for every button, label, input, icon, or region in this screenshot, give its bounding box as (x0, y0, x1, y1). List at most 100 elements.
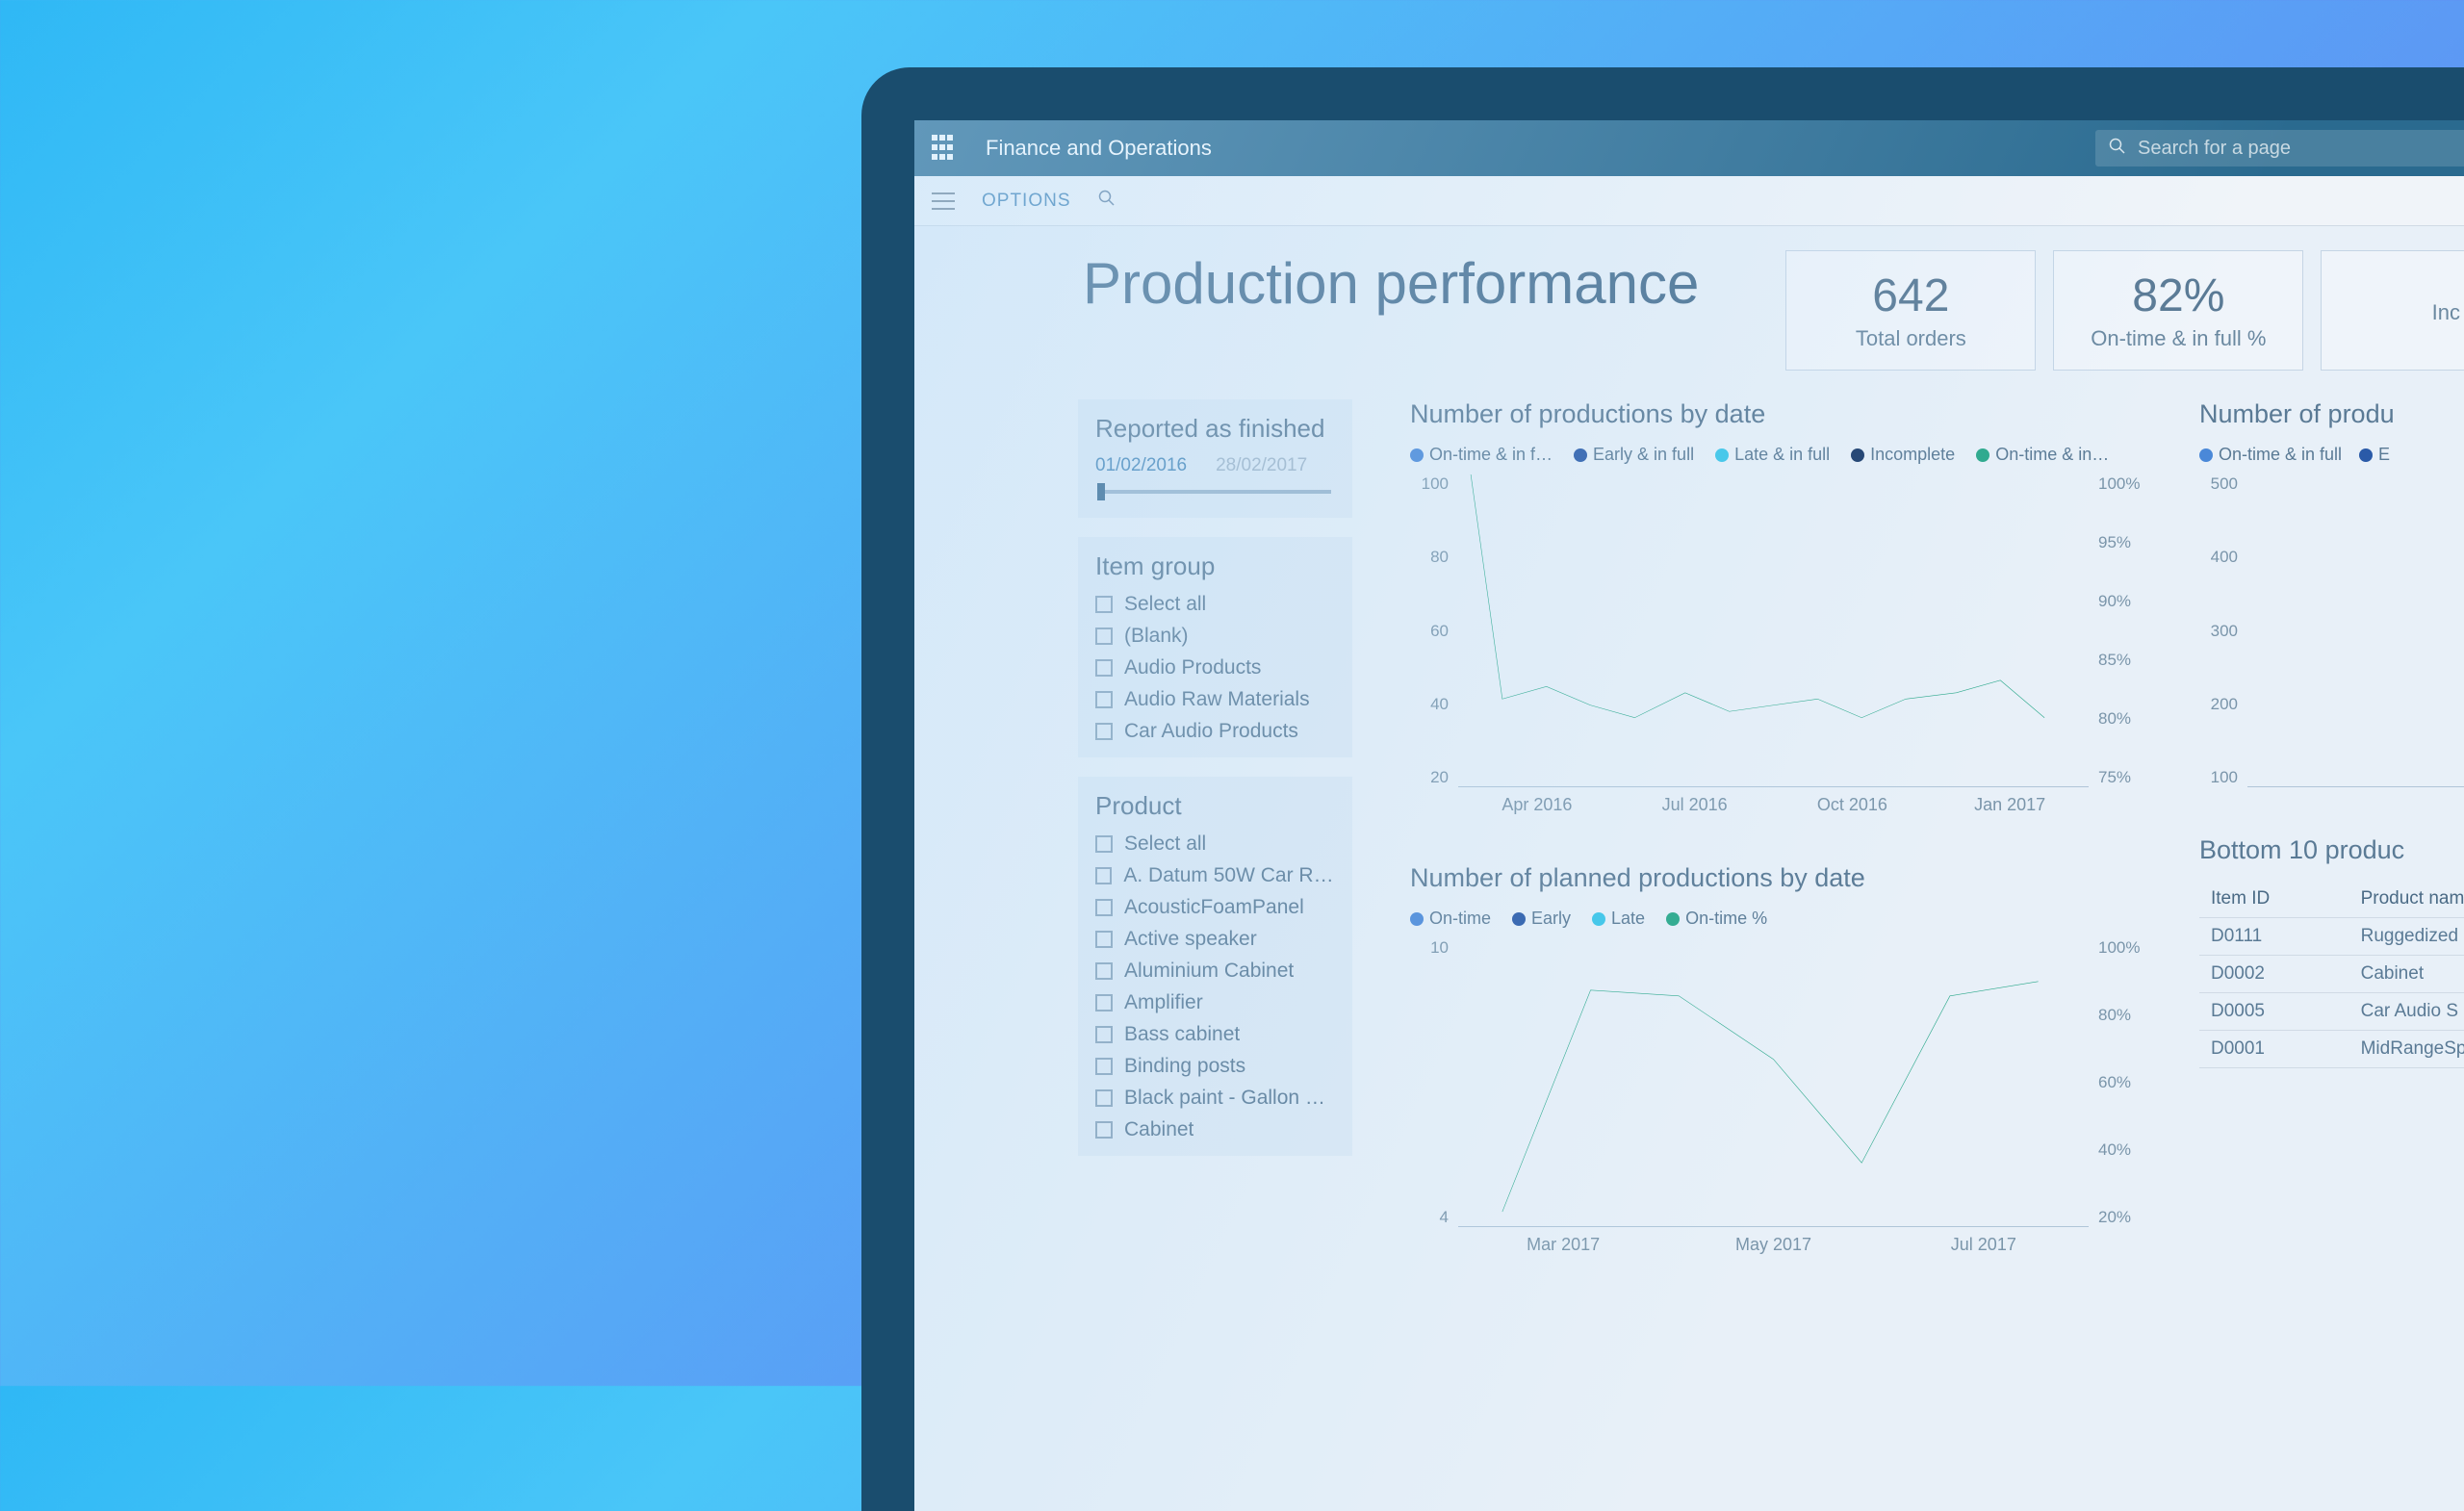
checkbox-item[interactable]: Active speaker (1095, 928, 1335, 951)
chart-title: Number of planned productions by date (1410, 863, 2142, 893)
axis-tick: 75% (2098, 768, 2131, 787)
checkbox-label: Active speaker (1124, 928, 1257, 951)
hamburger-icon[interactable] (932, 192, 955, 210)
legend-item[interactable]: On-time & in… (1976, 445, 2109, 465)
checkbox-icon[interactable] (1095, 994, 1113, 1012)
axis-tick: 100% (2098, 474, 2140, 494)
legend-item[interactable]: Incomplete (1851, 445, 1955, 465)
legend-item[interactable]: Early (1512, 909, 1571, 929)
kpi-card[interactable]: 642Total orders (1785, 250, 2036, 371)
legend-item[interactable]: On-time & in full (2199, 445, 2342, 465)
checkbox-item[interactable]: A. Datum 50W Car Ra… (1095, 864, 1335, 887)
chart-productions-by-date: Number of productions by date On-time & … (1410, 399, 2142, 815)
right-column: Number of produ On-time & in fullE 50040… (2199, 399, 2464, 1255)
search-icon[interactable] (1098, 190, 1116, 212)
checkbox-icon[interactable] (1095, 723, 1113, 740)
checkbox-label: Binding posts (1124, 1055, 1245, 1078)
date-slider[interactable] (1099, 490, 1331, 494)
checkbox-icon[interactable] (1095, 596, 1113, 613)
filter-title: Reported as finished (1095, 414, 1335, 444)
legend-item[interactable]: Late & in full (1715, 445, 1830, 465)
checkbox-item[interactable]: Black paint - Gallon c… (1095, 1087, 1335, 1110)
legend-item[interactable]: On-time (1410, 909, 1491, 929)
checkbox-item[interactable]: Amplifier (1095, 991, 1335, 1014)
table-header[interactable]: Item ID (2199, 881, 2349, 918)
checkbox-icon[interactable] (1095, 835, 1113, 853)
charts-column: Number of productions by date On-time & … (1410, 399, 2142, 1255)
date-end[interactable]: 28/02/2017 (1216, 455, 1307, 476)
checkbox-icon[interactable] (1095, 1089, 1113, 1107)
checkbox-item[interactable]: Aluminium Cabinet (1095, 960, 1335, 983)
legend-item[interactable]: On-time & in f… (1410, 445, 1553, 465)
legend-dot-icon (2199, 448, 2213, 462)
legend-item[interactable]: Early & in full (1574, 445, 1694, 465)
checkbox-label: (Blank) (1124, 625, 1189, 648)
checkbox-item[interactable]: Cabinet (1095, 1118, 1335, 1141)
checkbox-icon[interactable] (1095, 1058, 1113, 1075)
checkbox-icon[interactable] (1095, 1121, 1113, 1139)
legend-dot-icon (1410, 912, 1424, 926)
table-cell: MidRangeSp (2349, 1031, 2464, 1068)
kpi-card[interactable]: 82%On-time & in full % (2053, 250, 2303, 371)
checkbox-icon[interactable] (1095, 627, 1113, 645)
checkbox-label: Audio Products (1124, 656, 1261, 679)
checkbox-item[interactable]: AcousticFoamPanel (1095, 896, 1335, 919)
table-header[interactable]: Product nam (2349, 881, 2464, 918)
legend-label: On-time & in f… (1429, 445, 1553, 465)
checkbox-icon[interactable] (1095, 962, 1113, 980)
checkbox-icon[interactable] (1095, 691, 1113, 708)
axis-tick: 60 (1430, 622, 1449, 641)
chart-planned-productions: Number of planned productions by date On… (1410, 863, 2142, 1255)
axis-tick: 500 (2211, 474, 2238, 494)
reported-filter: Reported as finished 01/02/2016 28/02/20… (1078, 399, 1352, 518)
table-row[interactable]: D0001MidRangeSp (2199, 1031, 2464, 1068)
search-box[interactable] (2095, 130, 2464, 166)
x-tick: Oct 2016 (1774, 795, 1932, 815)
axis-tick: 100% (2098, 938, 2140, 958)
app-launcher-icon[interactable] (932, 135, 959, 162)
checkbox-item[interactable]: Binding posts (1095, 1055, 1335, 1078)
legend-label: Incomplete (1870, 445, 1955, 465)
checkbox-item[interactable]: Car Audio Products (1095, 720, 1335, 743)
checkbox-icon[interactable] (1095, 931, 1113, 948)
x-tick: Jul 2016 (1616, 795, 1774, 815)
table-row[interactable]: D0005Car Audio S (2199, 993, 2464, 1031)
checkbox-item[interactable]: Select all (1095, 593, 1335, 616)
legend-label: Late (1611, 909, 1645, 929)
axis-tick: 40% (2098, 1140, 2131, 1160)
legend-dot-icon (1851, 448, 1864, 462)
app-title: Finance and Operations (986, 136, 1212, 161)
checkbox-item[interactable]: Select all (1095, 832, 1335, 856)
checkbox-label: Select all (1124, 832, 1206, 856)
legend-item[interactable]: Late (1592, 909, 1645, 929)
legend-dot-icon (1592, 912, 1605, 926)
checkbox-item[interactable]: Audio Raw Materials (1095, 688, 1335, 711)
legend-item[interactable]: On-time % (1666, 909, 1767, 929)
checkbox-icon[interactable] (1095, 659, 1113, 677)
table-cell: Cabinet (2349, 956, 2464, 993)
checkbox-icon[interactable] (1095, 899, 1113, 916)
checkbox-item[interactable]: Audio Products (1095, 656, 1335, 679)
checkbox-icon[interactable] (1095, 867, 1112, 884)
x-tick: Apr 2016 (1458, 795, 1616, 815)
checkbox-label: A. Datum 50W Car Ra… (1123, 864, 1335, 887)
options-button[interactable]: OPTIONS (982, 191, 1071, 212)
date-start[interactable]: 01/02/2016 (1095, 455, 1187, 476)
table-row[interactable]: D0111Ruggedized (2199, 918, 2464, 956)
kpi-card[interactable]: Inc (2321, 250, 2464, 371)
axis-tick: 80 (1430, 548, 1449, 567)
search-input[interactable] (2138, 138, 2464, 160)
checkbox-item[interactable]: Bass cabinet (1095, 1023, 1335, 1046)
axis-tick: 80% (2098, 709, 2131, 729)
axis-tick: 4 (1440, 1208, 1449, 1227)
chart-right: Number of produ On-time & in fullE 50040… (2199, 399, 2464, 787)
checkbox-item[interactable]: (Blank) (1095, 625, 1335, 648)
legend-label: On-time % (1685, 909, 1767, 929)
legend-dot-icon (1976, 448, 1989, 462)
legend-item[interactable]: E (2359, 445, 2390, 465)
checkbox-icon[interactable] (1095, 1026, 1113, 1043)
screen: Finance and Operations OPTIONS Productio… (914, 120, 2464, 1511)
chart-title: Number of produ (2199, 399, 2464, 429)
table-row[interactable]: D0002Cabinet (2199, 956, 2464, 993)
legend-dot-icon (1512, 912, 1526, 926)
